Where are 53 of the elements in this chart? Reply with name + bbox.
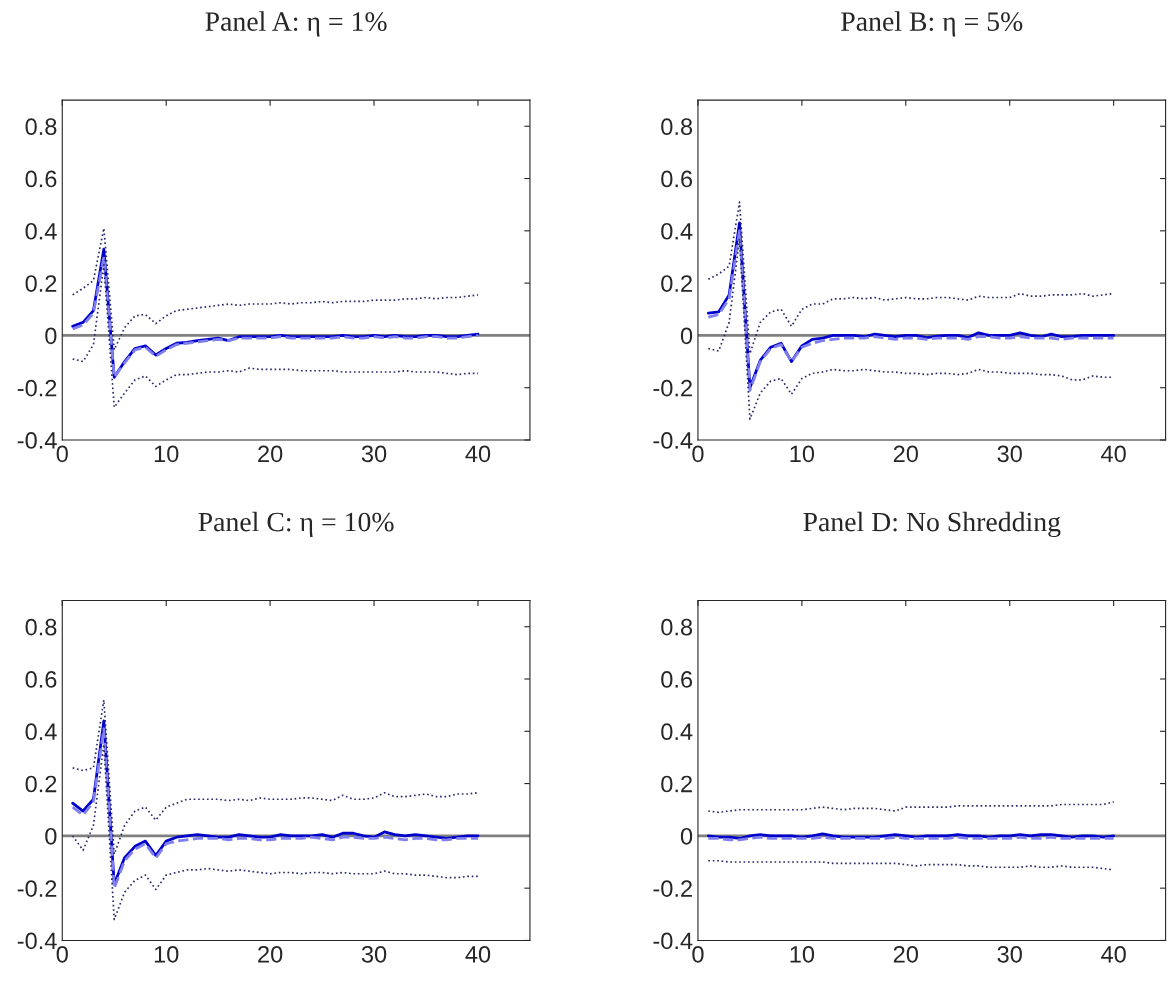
y-tick-label: 0.8 bbox=[25, 118, 57, 136]
y-tick-label: 0.8 bbox=[661, 618, 693, 636]
x-tick-label: 40 bbox=[465, 945, 491, 963]
y-tick-label: 0.2 bbox=[25, 775, 57, 793]
x-tick-label: 0 bbox=[56, 945, 68, 963]
x-tick-label: 10 bbox=[790, 945, 815, 963]
y-tick-label: 0.6 bbox=[661, 170, 693, 188]
chart-title: Panel D: No Shredding bbox=[803, 511, 1061, 538]
y-tick-label: 0.8 bbox=[661, 118, 693, 136]
y-tick-label: 0.2 bbox=[25, 275, 57, 292]
y-tick-label: -0.2 bbox=[17, 880, 57, 897]
y-tick-label: -0.4 bbox=[653, 932, 693, 950]
x-tick-label: 40 bbox=[465, 445, 491, 463]
y-tick-label: -0.4 bbox=[653, 432, 693, 449]
line-series bbox=[707, 801, 1115, 814]
x-tick-label: 10 bbox=[790, 445, 815, 463]
chart-title: Panel C: η = 10% bbox=[198, 511, 394, 538]
x-tick-label: 0 bbox=[692, 945, 704, 963]
y-tick-label: 0 bbox=[680, 327, 693, 345]
chart-title: Panel B: η = 5% bbox=[841, 11, 1023, 37]
y-tick-label: 0.4 bbox=[25, 222, 57, 240]
x-tick-label: 20 bbox=[258, 445, 283, 463]
x-tick-label: 40 bbox=[1101, 445, 1126, 463]
y-tick-label: 0.2 bbox=[661, 275, 692, 292]
y-tick-label: 0.4 bbox=[661, 222, 693, 240]
x-tick-label: 10 bbox=[154, 945, 179, 963]
x-tick-label: 10 bbox=[154, 445, 179, 463]
y-tick-label: 0.4 bbox=[25, 723, 57, 741]
x-tick-label: 20 bbox=[893, 445, 918, 463]
x-tick-label: 30 bbox=[361, 445, 387, 463]
x-tick-label: 20 bbox=[893, 945, 918, 963]
y-tick-label: -0.2 bbox=[17, 379, 57, 397]
y-tick-label: 0.6 bbox=[25, 671, 57, 688]
y-tick-label: -0.2 bbox=[653, 379, 692, 397]
y-tick-label: 0 bbox=[45, 827, 57, 845]
y-tick-label: 0.4 bbox=[661, 723, 693, 741]
y-tick-label: 0.8 bbox=[25, 618, 57, 636]
chart-title: Panel A: η = 1% bbox=[205, 11, 387, 37]
x-tick-label: 30 bbox=[361, 945, 387, 963]
y-tick-label: 0.6 bbox=[661, 671, 693, 688]
x-tick-label: 30 bbox=[997, 945, 1022, 963]
x-tick-label: 40 bbox=[1101, 945, 1126, 963]
x-tick-label: 0 bbox=[56, 445, 68, 463]
y-tick-label: 0 bbox=[45, 327, 57, 345]
x-tick-label: 0 bbox=[692, 445, 704, 463]
y-tick-label: -0.4 bbox=[17, 432, 57, 449]
y-tick-label: 0 bbox=[680, 827, 693, 845]
y-tick-label: 0.2 bbox=[661, 775, 692, 793]
y-tick-label: 0.6 bbox=[25, 170, 57, 188]
y-tick-label: -0.2 bbox=[653, 880, 692, 897]
x-tick-label: 20 bbox=[258, 945, 283, 963]
y-tick-label: -0.4 bbox=[17, 932, 57, 950]
x-tick-label: 30 bbox=[997, 445, 1022, 463]
